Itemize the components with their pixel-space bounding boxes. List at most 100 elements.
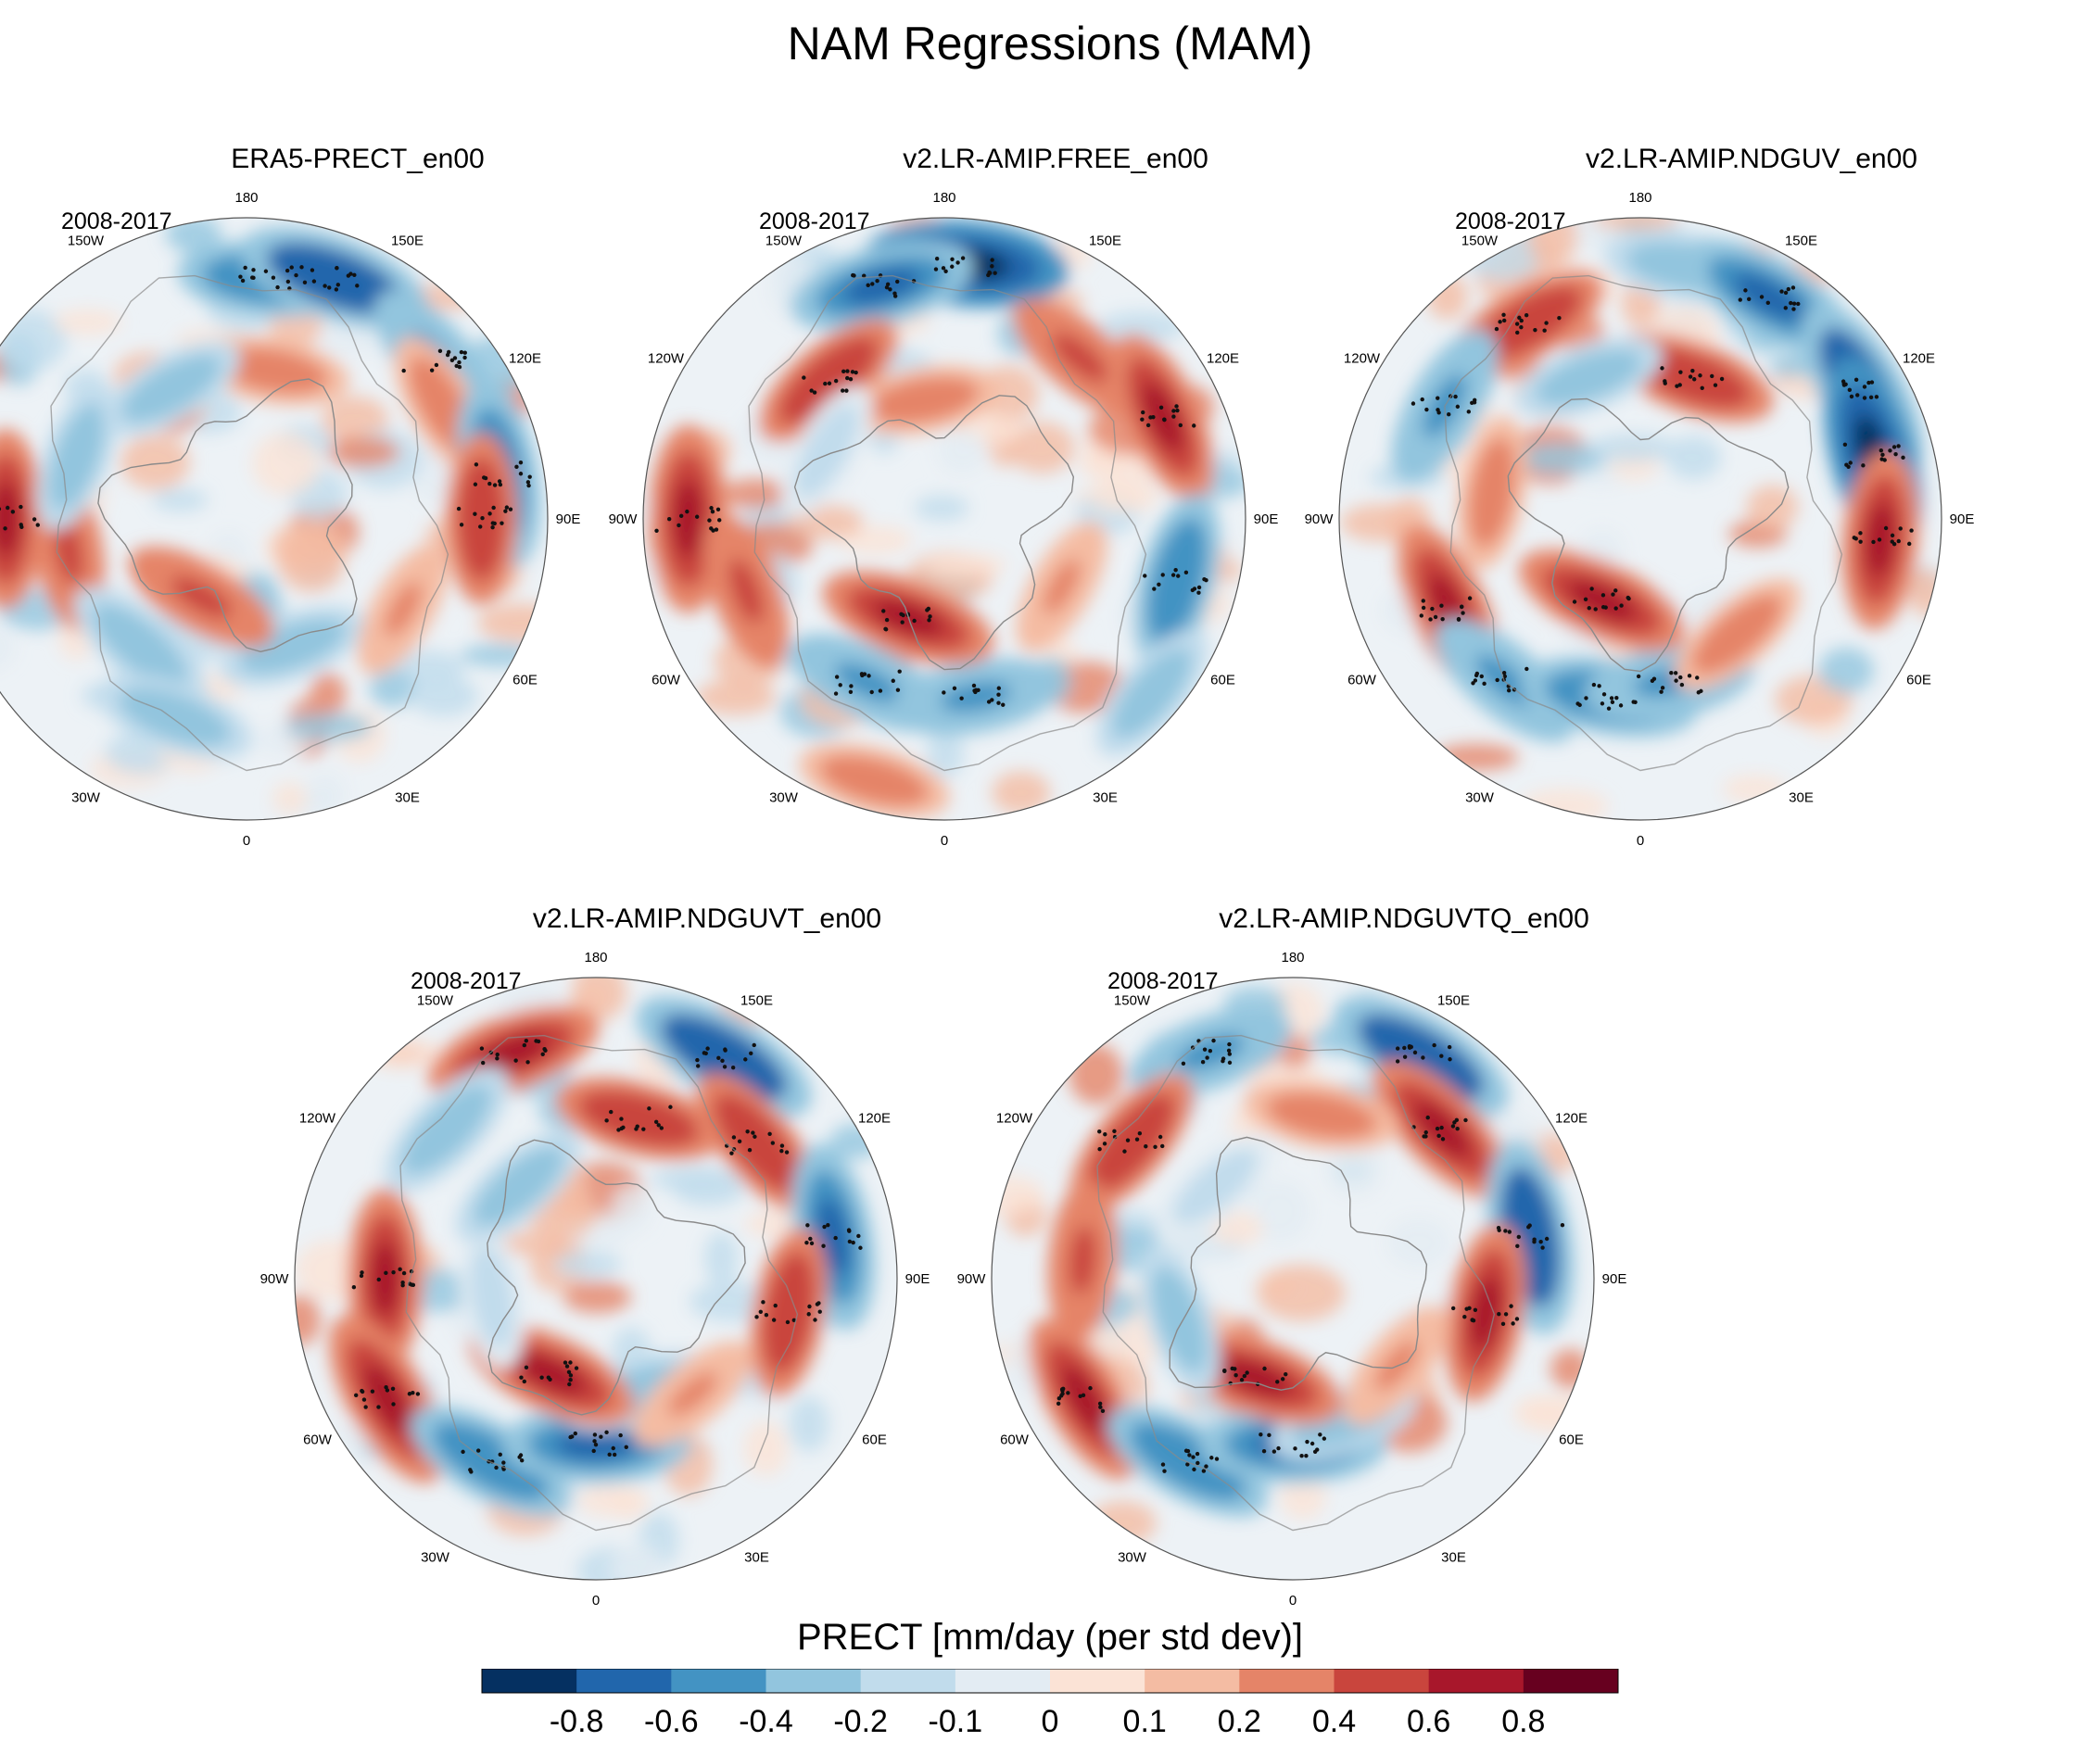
- anomaly-core: [728, 558, 764, 624]
- anomaly-core: [240, 357, 305, 385]
- stipple-dot: [856, 1233, 861, 1239]
- stipple-dot: [846, 1228, 852, 1232]
- stipple-dot: [737, 1139, 742, 1144]
- period-label: 2008-2017: [411, 968, 522, 994]
- anomaly-blob: [937, 428, 987, 474]
- stipple-dot: [294, 272, 298, 278]
- longitude-label: 30W: [1465, 790, 1495, 806]
- stipple-dot: [1318, 1432, 1322, 1437]
- stipple-dot: [335, 266, 339, 271]
- anomaly-blob: [477, 603, 548, 643]
- stipple-dot: [941, 266, 946, 271]
- stipple-dot: [573, 1431, 577, 1436]
- stipple-dot: [1411, 401, 1416, 406]
- stipple-dot: [449, 358, 455, 363]
- stipple-dot: [1514, 322, 1520, 326]
- panel-era5: ERA5-PRECT_en00 2008-2017 180 150E 120E 90E…: [0, 144, 710, 849]
- stipple-dot: [473, 511, 477, 516]
- stipple-dot: [568, 1360, 573, 1365]
- anomaly-core: [477, 1033, 550, 1071]
- stipple-dot: [952, 686, 957, 691]
- stipple-dot: [1879, 448, 1884, 453]
- panel-title: v2.LR-AMIP.NDGUVTQ_en00: [1219, 903, 1589, 934]
- panel-ndguvtq: v2.LR-AMIP.NDGUVTQ_en00 2008-2017 180 150…: [957, 903, 1756, 1609]
- stipple-dot: [773, 1303, 778, 1308]
- stipple-dot: [1221, 1059, 1225, 1064]
- panel-title: v2.LR-AMIP.NDGUV_en00: [1586, 144, 1917, 174]
- stipple-dot: [1791, 301, 1797, 306]
- stipple-dot: [694, 514, 700, 519]
- stipple-dot: [779, 1148, 784, 1154]
- stipple-dot: [934, 256, 940, 261]
- stipple-dot: [716, 1055, 721, 1061]
- stipple-dot: [1517, 315, 1522, 321]
- coastline: [1444, 274, 1843, 772]
- map-border: [642, 217, 1246, 821]
- anomaly-core: [1711, 611, 1764, 658]
- stipple-dot: [1699, 688, 1703, 694]
- longitude-label: 90E: [1254, 511, 1279, 527]
- stipple-dot: [990, 264, 994, 269]
- stipple-dot: [457, 360, 462, 365]
- stipple-dot: [508, 507, 513, 511]
- stipple-dot: [715, 507, 721, 511]
- stipple-dot: [1883, 525, 1889, 531]
- stipple-dot: [1140, 417, 1145, 422]
- stipple-dot: [1890, 533, 1895, 538]
- stipple-dot: [1906, 541, 1912, 547]
- stipple-dot: [1299, 1453, 1304, 1458]
- longitude-label: 60E: [862, 1432, 887, 1448]
- longitude-label: 90E: [556, 511, 581, 527]
- longitude-label: 0: [592, 1593, 600, 1609]
- stipple-dot: [813, 1318, 817, 1322]
- anomaly-blob: [695, 679, 777, 715]
- stipple-dot: [1145, 423, 1151, 428]
- longitude-label: 60W: [1347, 673, 1377, 688]
- anomaly-blob: [923, 553, 1007, 577]
- stipple-dot: [19, 504, 23, 510]
- stipple-dot: [875, 278, 879, 284]
- stipple-dot: [1871, 539, 1876, 545]
- colorbar-swatch: [671, 1669, 766, 1693]
- stipple-dot: [895, 688, 901, 692]
- colorbar-swatch: [482, 1669, 577, 1693]
- stipple-dot: [497, 479, 502, 484]
- stipple-dot: [1222, 1369, 1227, 1374]
- colorbar-swatch: [860, 1669, 956, 1693]
- stipple-dot: [543, 1048, 548, 1053]
- stipple-dot: [1421, 1055, 1425, 1060]
- stipple-dot: [384, 1270, 388, 1276]
- stipple-dot: [434, 362, 439, 368]
- stipple-dot: [1100, 1408, 1106, 1413]
- anomaly-field: [643, 218, 1246, 818]
- panel-title: ERA5-PRECT_en00: [231, 144, 485, 174]
- stipple-dot: [407, 1392, 412, 1396]
- longitude-label: 180: [584, 950, 607, 965]
- longitude-label: 0: [1289, 1593, 1297, 1609]
- stipple-dot: [668, 1104, 673, 1109]
- stipple-dot: [647, 1106, 652, 1111]
- stipple-dot: [1877, 537, 1882, 542]
- stipple-dot: [723, 1047, 727, 1052]
- stipple-dot: [1402, 1054, 1408, 1059]
- colorbar-tick-label: 0.6: [1407, 1704, 1450, 1739]
- stipple-dot: [891, 678, 895, 683]
- stipple-dot: [1422, 1134, 1426, 1139]
- stipple-dot: [1597, 684, 1601, 688]
- stipple-dot: [987, 271, 993, 275]
- colorbar-tick-label: 0: [1042, 1704, 1059, 1739]
- stipple-dot: [779, 1143, 785, 1148]
- longitude-label: 150E: [1089, 233, 1121, 248]
- stipple-dot: [1001, 702, 1006, 707]
- stipple-dot: [1501, 670, 1507, 675]
- anomaly-blob: [1250, 1180, 1310, 1243]
- stipple-dot: [452, 356, 458, 360]
- stipple-dot: [816, 1301, 821, 1306]
- stipple-dot: [1509, 1304, 1513, 1308]
- stipple-dot: [685, 509, 689, 514]
- stipple-dot: [1402, 1045, 1407, 1051]
- stipple-dot: [593, 1442, 599, 1447]
- stipple-dot: [1176, 574, 1181, 578]
- colorbar-tick-label: -0.4: [739, 1704, 793, 1739]
- stipple-dot: [771, 1318, 777, 1322]
